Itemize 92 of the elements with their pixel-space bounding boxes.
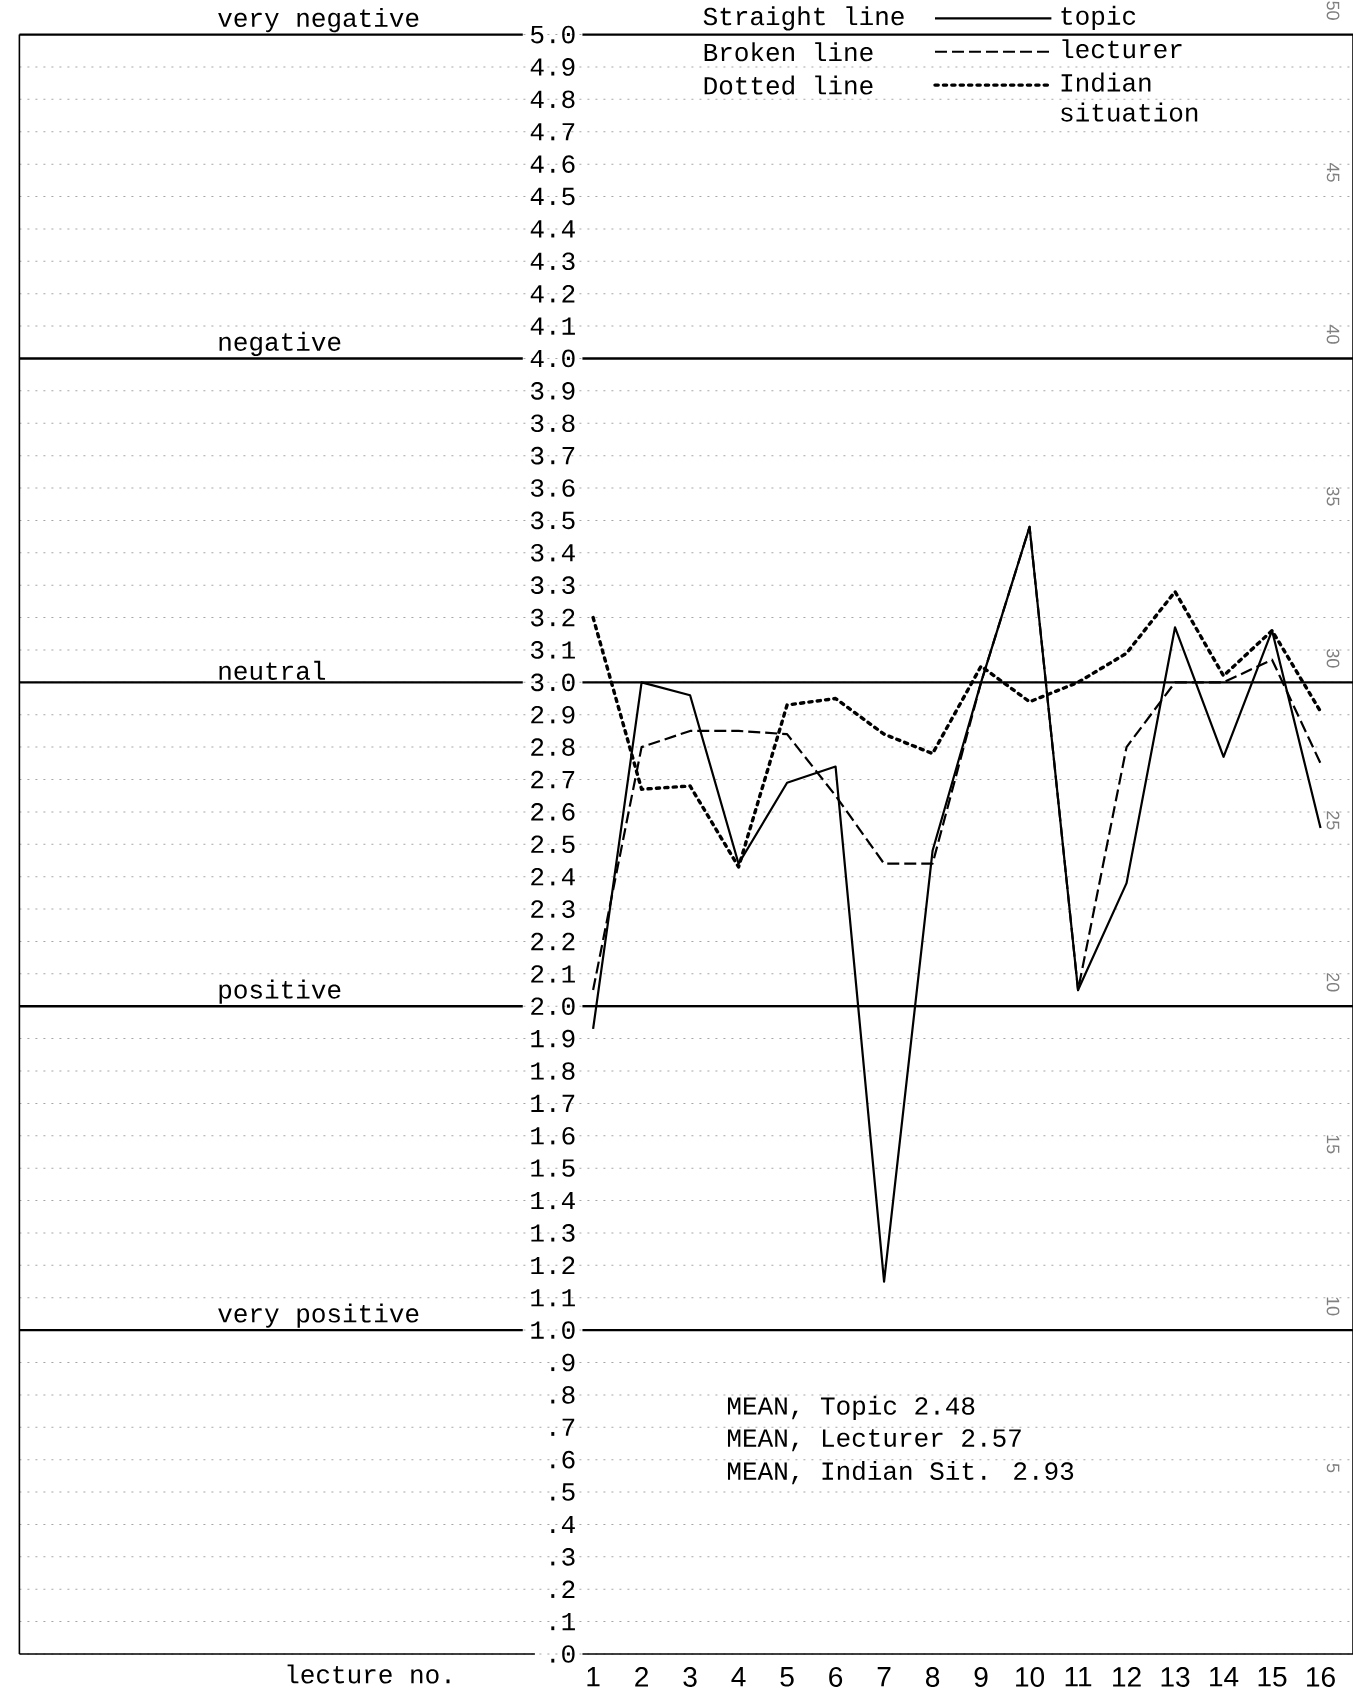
x-tick-label: 10 [1016,1667,1045,1687]
x-tick-label: 6 [829,1667,843,1687]
annotation: MEAN, Topic 2.48 [728,1395,975,1420]
annotation: MEAN, Lecturer 2.57 [728,1429,1021,1452]
x-tick-label: 8 [926,1667,940,1687]
y-tick-label: .2 [551,1580,575,1598]
y-tick-label: 3.2 [531,608,575,627]
y-tick-label: 4.0 [530,349,575,368]
y2-tick-label: 15 [1326,1135,1340,1154]
y-tick-label: 1.8 [531,1062,575,1080]
x-tick-label: 14 [1210,1667,1239,1687]
annotation: MEAN, Indian Sit. 2.93 [728,1460,1074,1485]
x-tick-label: 7 [877,1667,891,1687]
y-tick-label: 2.4 [531,867,575,886]
y-tick-label: .7 [551,1418,575,1436]
y2-tick-label: 35 [1326,487,1340,506]
y-tick-label: 1.0 [531,1321,575,1339]
x-tick-label: 5 [780,1667,794,1687]
ref-line-label: very negative [218,7,419,33]
y-tick-label: 2.1 [531,965,575,983]
y-tick-label: 1.7 [531,1094,575,1112]
x-tick-label: 2 [635,1667,648,1687]
y-tick-label: 2.6 [531,803,575,821]
y-tick-label: .8 [551,1386,575,1404]
y-tick-label: 4.4 [530,220,575,238]
y-tick-label: 4.6 [530,155,575,173]
ref-line-label: neutral [219,660,326,680]
y-tick-label: 2.3 [531,900,575,918]
y-tick-label: 4.2 [530,284,575,303]
y-tick-label: 4.5 [530,187,575,206]
text: Straight line [703,6,904,31]
y-tick-label: 4.8 [530,90,575,109]
y-tick-label: 3.1 [531,641,575,659]
x-tick-label: 16 [1307,1667,1335,1687]
y-tick-label: 3.8 [531,414,575,433]
y-tick-label: 1.6 [531,1126,575,1145]
y2-tick-label: 45 [1326,162,1340,182]
x-axis-title: lecture no. [287,1664,450,1684]
y2-tick-label: 30 [1326,649,1340,668]
y-tick-label: .3 [551,1548,575,1566]
y-tick-label: 4.3 [530,252,575,271]
y-tick-label: 2.2 [531,932,575,951]
y-tick-label: 3.5 [531,511,575,530]
annotation: Broken line [704,42,873,62]
y-tick-label: .1 [551,1613,575,1631]
legend-label: Indian situation [1061,72,1198,122]
y-tick-label: 2.5 [531,835,575,854]
y2-tick-label: 20 [1326,973,1340,992]
y-tick-label: 2.7 [531,770,575,789]
y2-tick-label: 5 [1326,1463,1340,1473]
x-tick-label: 4 [731,1667,746,1687]
y-tick-label: 2.0 [531,997,575,1016]
y-tick-label: 4.7 [530,123,575,141]
ref-line-label: very positive [218,1303,419,1328]
y-tick-label: .5 [551,1483,575,1501]
y-tick-label: 2.9 [531,705,575,724]
y-tick-label: 1.3 [531,1224,575,1242]
y-tick-label: 1.4 [531,1192,575,1210]
annotation: Dotted line [704,75,873,95]
y-tick-label: 4.1 [530,317,575,335]
y-tick-label: 4.9 [530,58,575,76]
legend-label: lecturer [1062,39,1182,59]
y-tick-label: 3.3 [531,576,575,594]
y2-tick-label: 25 [1326,811,1340,830]
y2-tick-label: 40 [1326,324,1340,344]
x-tick-label: 11 [1065,1667,1092,1687]
x-tick-label: 15 [1258,1667,1287,1687]
y-tick-label: 3.4 [531,543,575,562]
y2-tick-label: 10 [1326,1297,1340,1316]
y-tick-label: 3.7 [531,446,575,465]
y-tick-label: 1.2 [531,1256,575,1275]
y-tick-label: .9 [551,1353,575,1372]
y-tick-label: .0 [551,1645,575,1663]
y-tick-label: 1.9 [531,1029,575,1048]
y-tick-label: .6 [551,1450,575,1469]
y-tick-label: 3.9 [531,382,575,400]
x-tick-label: 9 [974,1667,988,1687]
x-tick-label: 1 [587,1667,600,1687]
ref-line-label: negative [219,331,341,357]
y2-tick-label: 50 [1326,1,1340,20]
y-tick-label: 5.0 [531,25,575,44]
y-tick-label: 1.5 [531,1159,575,1177]
ref-line-label: positive [219,979,341,1004]
x-tick-label: 13 [1161,1667,1190,1687]
y-tick-label: 3.0 [531,673,575,692]
y-tick-label: .4 [551,1515,575,1534]
y-tick-label: 3.6 [531,479,575,497]
legend-label: topic [1061,5,1136,31]
x-tick-label: 3 [683,1667,697,1687]
x-tick-label: 12 [1113,1667,1141,1687]
y-tick-label: 2.8 [531,738,575,756]
y-tick-label: 1.1 [531,1289,575,1307]
